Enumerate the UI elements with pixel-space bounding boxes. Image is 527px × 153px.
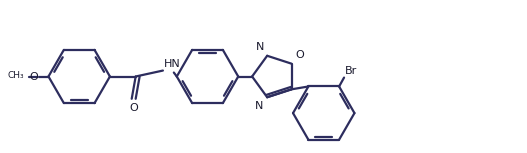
Text: O: O xyxy=(30,71,38,82)
Text: O: O xyxy=(295,50,304,60)
Text: HN: HN xyxy=(164,59,181,69)
Text: N: N xyxy=(256,42,265,52)
Text: CH₃: CH₃ xyxy=(7,71,24,80)
Text: O: O xyxy=(129,103,138,113)
Text: N: N xyxy=(255,101,263,111)
Text: Br: Br xyxy=(345,66,357,76)
